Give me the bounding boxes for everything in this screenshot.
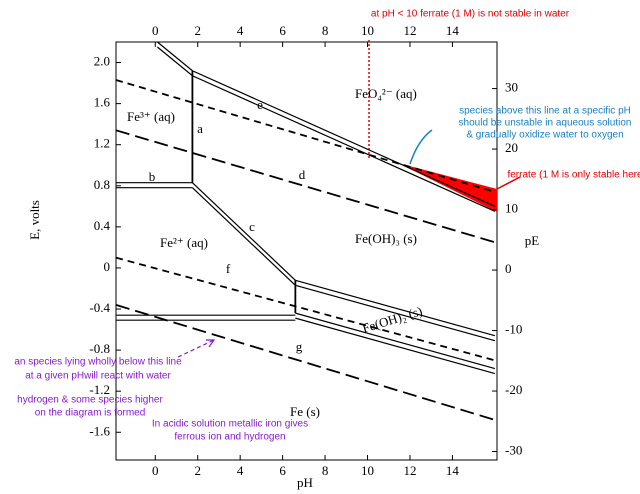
pointer-arrow bbox=[177, 339, 215, 358]
y-tick-label: 1.6 bbox=[94, 95, 111, 110]
x-tick-label-top: 12 bbox=[403, 23, 416, 38]
x-tick-label-top: 4 bbox=[237, 23, 244, 38]
x-axis-label: pH bbox=[297, 475, 313, 490]
boundary-label: f bbox=[226, 261, 231, 276]
x-tick-label-top: 0 bbox=[152, 23, 159, 38]
x-tick-label: 10 bbox=[361, 463, 374, 478]
pointer-arrow bbox=[409, 129, 433, 165]
boundary-label: a bbox=[197, 121, 203, 136]
y2-axis-label: pE bbox=[525, 233, 540, 248]
y-tick-label: 2.0 bbox=[94, 54, 110, 69]
x-tick-label: 2 bbox=[194, 463, 201, 478]
x-tick-label-top: 2 bbox=[194, 23, 201, 38]
y-tick-label: 0 bbox=[104, 259, 111, 274]
boundary-line bbox=[115, 79, 496, 193]
boundary-label: d bbox=[299, 167, 306, 182]
y-tick-label: -0.8 bbox=[89, 341, 110, 356]
boundary-line bbox=[191, 182, 296, 281]
boundary-line bbox=[115, 129, 496, 244]
x-tick-label-top: 10 bbox=[361, 23, 374, 38]
boundary-line bbox=[295, 312, 496, 370]
y2-tick-label: 20 bbox=[505, 140, 518, 155]
annotation: an species lying wholly below this line bbox=[14, 357, 182, 368]
boundary-label: b bbox=[149, 169, 156, 184]
x-tick-label-top: 6 bbox=[279, 23, 286, 38]
plot-frame bbox=[115, 41, 498, 461]
y2-tick-label: -30 bbox=[505, 443, 522, 458]
annotation: at a given pHwill react with water bbox=[25, 371, 171, 382]
annotation: ferrate (1 M is only stable here bbox=[507, 170, 640, 181]
x-tick-label: 14 bbox=[446, 463, 460, 478]
region-label: Fe(OH)₂ (s) bbox=[360, 303, 424, 335]
annotation: at pH < 10 ferrate (1 M) is not stable i… bbox=[371, 9, 570, 20]
region-label: Fe(OH)₃ (s) bbox=[355, 231, 417, 246]
annotation: hydrogen & some species higher bbox=[17, 395, 163, 406]
ferrate-stable-region bbox=[398, 163, 497, 212]
y2-tick-label: 0 bbox=[505, 261, 512, 276]
boundary-line-pair bbox=[157, 46, 496, 212]
y-tick-label: -0.4 bbox=[89, 300, 110, 315]
y2-tick-label: -10 bbox=[505, 322, 522, 337]
y-tick-label: 0.4 bbox=[94, 218, 111, 233]
annotation: & gradually oxidize water to oxygen bbox=[466, 130, 623, 141]
boundary-line bbox=[115, 304, 496, 421]
x-tick-label: 6 bbox=[279, 463, 286, 478]
boundary-line bbox=[295, 279, 496, 337]
boundary-line-pair bbox=[295, 284, 496, 342]
x-tick-label: 0 bbox=[152, 463, 159, 478]
annotation: ferrous ion and hydrogen bbox=[174, 432, 285, 443]
boundary-label: g bbox=[296, 339, 303, 354]
x-tick-label-top: 14 bbox=[446, 23, 460, 38]
boundary-line-pair bbox=[295, 317, 496, 375]
boundary-label: e bbox=[257, 97, 263, 112]
region-label: Fe³⁺ (aq) bbox=[127, 109, 175, 124]
y-tick-label: -1.6 bbox=[89, 423, 110, 438]
y2-tick-label: 30 bbox=[505, 80, 518, 95]
annotation: on the diagram is formed bbox=[35, 408, 146, 419]
x-tick-label: 8 bbox=[322, 463, 329, 478]
region-label: Fe (s) bbox=[290, 404, 320, 419]
region-label: FeO₄²⁻ (aq) bbox=[355, 86, 417, 101]
boundary-line-pair bbox=[191, 187, 296, 286]
x-tick-label-top: 8 bbox=[322, 23, 329, 38]
y-axis-label: E, volts bbox=[27, 200, 42, 240]
pointer-arrow bbox=[496, 176, 521, 190]
annotation: species above this line at a specific pH bbox=[459, 106, 631, 117]
y-tick-label: 1.2 bbox=[94, 136, 110, 151]
region-label: Fe²⁺ (aq) bbox=[160, 235, 208, 250]
boundary-line bbox=[115, 256, 496, 362]
y-tick-label: -1.2 bbox=[89, 382, 110, 397]
x-tick-label: 4 bbox=[237, 463, 244, 478]
y2-tick-label: -20 bbox=[505, 382, 522, 397]
x-tick-label: 12 bbox=[403, 463, 416, 478]
boundary-label: c bbox=[249, 219, 255, 234]
y-tick-label: 0.8 bbox=[94, 177, 110, 192]
arrow-head bbox=[206, 339, 216, 348]
annotation: should be unstable in aqueous solution bbox=[459, 118, 632, 129]
y2-tick-label: 10 bbox=[505, 201, 518, 216]
annotation: In acidic solution metallic iron gives bbox=[152, 419, 308, 430]
